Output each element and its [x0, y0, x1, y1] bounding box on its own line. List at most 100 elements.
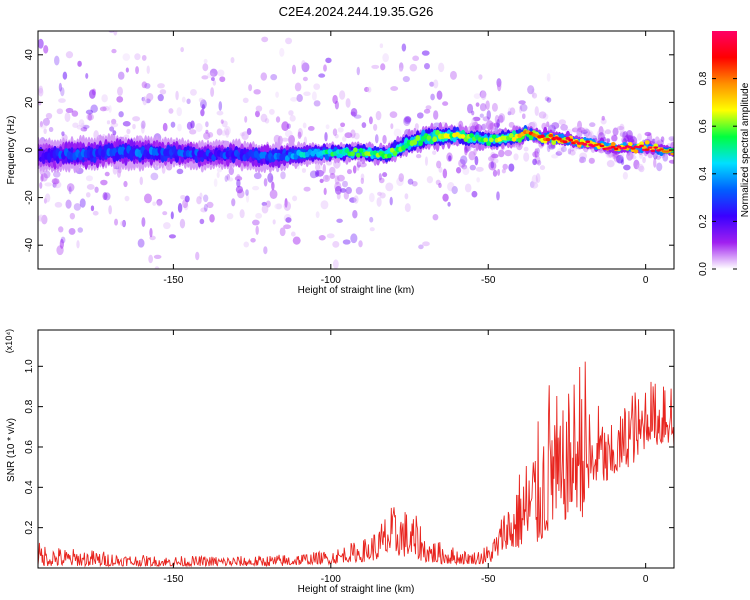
spectrogram-cloud-blob	[411, 180, 418, 187]
spectrogram-cloud-blob	[613, 152, 620, 162]
spectrogram-cloud-blob	[271, 181, 275, 191]
spectrogram-cloud-blob	[134, 53, 141, 61]
spectrogram-cloud-blob	[320, 200, 329, 210]
spectrogram-cloud-blob	[260, 72, 268, 81]
spectrogram-cloud-blob	[239, 132, 245, 137]
spectrogram-cloud-blob	[507, 107, 512, 116]
spectrogram-cloud-blob	[342, 135, 347, 142]
spectrogram-ridge-cell	[508, 133, 514, 138]
spectrogram-ridge-cell	[418, 140, 423, 147]
spectrogram-cloud-blob	[242, 97, 249, 104]
spectrogram-cloud-blob	[532, 158, 538, 166]
spectrogram-cloud-blob	[86, 184, 95, 190]
spectrogram-cloud-blob	[398, 173, 404, 182]
spectrogram-cloud-blob	[301, 62, 310, 73]
spectrogram-cloud-blob	[116, 96, 124, 103]
spectrogram-cloud-blob	[424, 62, 430, 70]
spectrogram-cloud-blob	[102, 105, 110, 112]
spectrogram-cloud-blob	[451, 186, 458, 195]
spectrogram-cloud-blob	[626, 129, 633, 140]
spectrogram-cloud-blob	[227, 177, 234, 182]
spectrogram-cloud-blob	[58, 226, 64, 233]
spectrogram-cloud-blob	[374, 134, 379, 144]
spectrogram-cloud-blob	[571, 127, 579, 133]
spectrogram-cloud-blob	[398, 67, 403, 73]
spectrogram-cloud-blob	[332, 128, 338, 136]
spectrogram-cloud-blob	[379, 192, 386, 199]
spectrogram-cloud-blob	[369, 192, 375, 203]
spectrogram-cloud-blob	[246, 128, 252, 136]
spectrogram-cloud-blob	[519, 103, 528, 112]
spectrogram-cloud-blob	[404, 203, 411, 213]
spectrogram-cloud-blob	[447, 181, 455, 192]
spectrogram-cloud-blob	[368, 116, 373, 125]
spectrogram-cloud-blob	[99, 106, 107, 112]
spectrogram-cloud-blob	[392, 270, 397, 279]
spectrogram-cloud-blob	[218, 101, 223, 111]
spectrogram-cloud-blob	[332, 259, 339, 269]
spectrogram-cloud-blob	[464, 183, 472, 193]
spectrogram-x-ticks: -150 -100 -50 0	[163, 31, 649, 286]
spectrogram-cloud-blob	[329, 172, 336, 180]
spectrogram-cloud-blob	[79, 198, 86, 208]
spectrogram-cloud-blob	[442, 193, 449, 202]
spectrogram-cloud-blob	[281, 137, 289, 142]
spectrogram-ridge-cell	[432, 136, 438, 143]
spectrogram-cloud-blob	[111, 118, 117, 125]
spectrogram-cloud-blob	[496, 119, 500, 129]
spectrogram-cloud-blob	[177, 123, 182, 132]
spectrogram-cloud-blob	[132, 116, 141, 122]
spectrogram-cloud-blob	[289, 114, 296, 122]
spectrogram-cloud-blob	[523, 146, 529, 152]
spectrogram-cloud-blob	[175, 90, 179, 101]
spectrogram-ridge-cell	[644, 148, 650, 151]
spectrogram-cloud-blob	[538, 111, 547, 119]
spectrogram-cloud-blob	[486, 110, 491, 120]
spectrogram-x-tick-label: -50	[481, 275, 496, 286]
spectrogram-cloud-blob	[154, 266, 160, 269]
spectrogram-ridge-cell	[486, 141, 491, 146]
spectrogram-cloud-blob	[425, 105, 432, 110]
spectrogram-cloud-blob	[245, 189, 249, 196]
chart-title: C2E4.2024.244.19.35.G26	[279, 4, 434, 19]
spectrogram-cloud-blob	[324, 132, 328, 142]
spectrogram-panel: -40 -20 0 20 40 -150 -100 -50 0 Height of strai…	[6, 30, 675, 296]
spectrogram-cloud-blob	[415, 153, 422, 159]
spectrogram-cloud-blob	[269, 189, 278, 200]
spectrogram-cloud-blob	[473, 93, 481, 99]
spectrogram-cloud-blob	[250, 237, 256, 243]
spectrogram-cloud-blob	[140, 120, 146, 130]
spectrogram-cloud-blob	[139, 176, 144, 186]
spectrogram-ridge-cell	[460, 134, 466, 139]
snr-x-ticks: -150 -100 -50 0	[163, 330, 649, 585]
spectrogram-cloud-blob	[448, 155, 452, 162]
spectrogram-y-tick-label: 20	[24, 96, 35, 108]
spectrogram-cloud-blob	[508, 163, 515, 172]
spectrogram-cloud-blob	[401, 43, 407, 52]
spectrogram-cloud-blob	[77, 227, 84, 233]
spectrogram-cloud-blob	[103, 192, 111, 201]
spectrogram-cloud-blob	[633, 159, 640, 170]
spectrogram-y-tick-label: -40	[24, 238, 35, 253]
spectrogram-cloud-blob	[157, 83, 165, 89]
spectrogram-cloud-blob	[141, 54, 147, 61]
spectrogram-cloud-blob	[532, 151, 540, 158]
spectrogram-cloud-blob	[474, 155, 479, 166]
spectrogram-cloud-blob	[373, 123, 378, 131]
colorbar-tick-label: 0.2	[698, 214, 709, 228]
spectrogram-cloud-blob	[416, 112, 424, 119]
spectrogram-cloud-blob	[38, 38, 44, 49]
spectrogram-cloud-blob	[77, 60, 82, 67]
spectrogram-ridge-cell	[659, 148, 664, 151]
spectrogram-cloud-blob	[54, 55, 60, 66]
spectrogram-cloud-blob	[558, 119, 567, 126]
spectrogram-cloud-blob	[364, 86, 370, 93]
spectrogram-cloud-blob	[455, 167, 462, 174]
spectrogram-ridge-cell	[653, 146, 659, 149]
spectrogram-cloud-blob	[71, 110, 79, 117]
spectrogram-cloud-blob	[598, 129, 607, 139]
spectrogram-cloud-blob	[156, 198, 163, 206]
spectrogram-cloud-blob	[48, 127, 54, 133]
spectrogram-x-tick-label: -100	[321, 275, 341, 286]
spectrogram-cloud-blob	[534, 148, 538, 158]
